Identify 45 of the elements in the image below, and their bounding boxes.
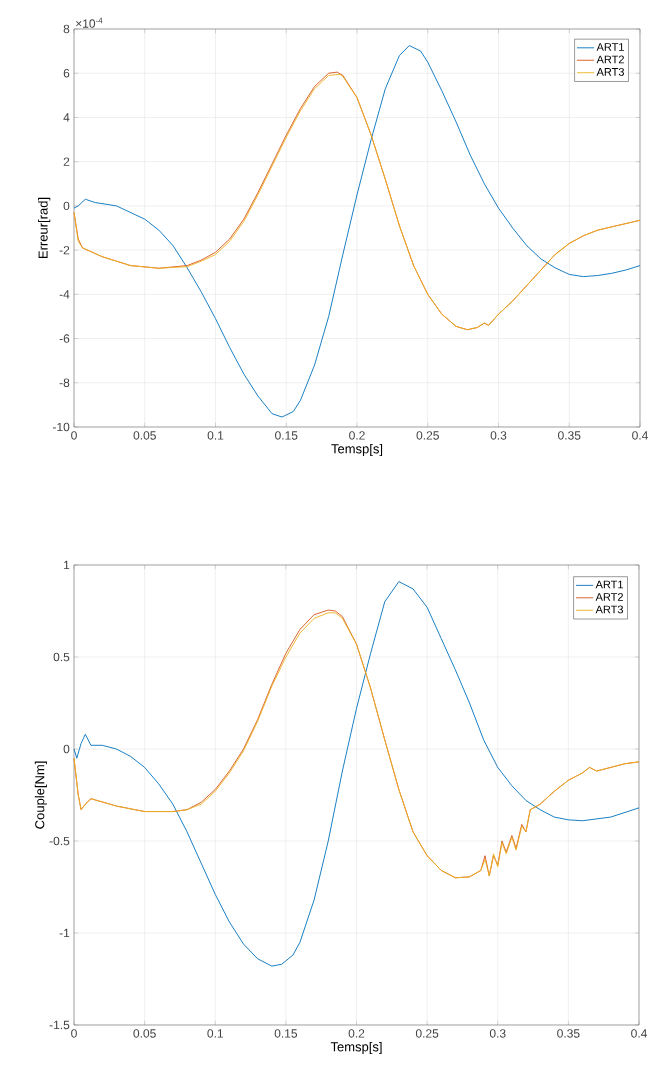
x-tick-label: 0.25 bbox=[415, 1029, 439, 1038]
x-axis-title: Temsp[s] bbox=[331, 443, 382, 457]
text: ×10$^{-4}$ bbox=[75, 17, 103, 28]
y-axis-title: Couple[Nm] bbox=[34, 761, 47, 829]
y-tick-label: -1.5 bbox=[49, 1020, 70, 1030]
x-tick-label: 0.05 bbox=[133, 431, 156, 440]
y-tick-label: 4 bbox=[63, 113, 70, 122]
y-tick-label: -2 bbox=[59, 245, 70, 255]
y-tick-label: -4 bbox=[59, 290, 70, 299]
x-axis-title: Temsp[s] bbox=[330, 1041, 382, 1055]
y-tick-label: -0.5 bbox=[49, 836, 70, 846]
legend-label: ART3 bbox=[596, 68, 624, 76]
x-tick-label: 0.2 bbox=[348, 1029, 365, 1038]
x-tick-label: 0 bbox=[70, 1029, 77, 1038]
legend-label: ART1 bbox=[595, 580, 623, 589]
x-tick-label: 0 bbox=[70, 431, 77, 440]
x-tick-label: 0.4 bbox=[631, 431, 648, 440]
x-tick-label: 0.35 bbox=[557, 431, 581, 440]
y-tick-label: 2 bbox=[63, 157, 70, 166]
legend-label: ART2 bbox=[596, 55, 624, 64]
y-axis-title: Erreur[rad] bbox=[37, 197, 51, 258]
y-tick-label: -8 bbox=[59, 378, 70, 388]
x-tick-label: 0.2 bbox=[348, 431, 365, 440]
x-tick-label: 0.25 bbox=[416, 431, 439, 440]
legend-label: ART1 bbox=[596, 43, 624, 51]
x-tick-label: 0.4 bbox=[630, 1029, 647, 1038]
legend-label: ART3 bbox=[595, 605, 623, 614]
legend-label: ART2 bbox=[595, 593, 623, 601]
y-tick-label: 1 bbox=[63, 560, 70, 570]
x-tick-label: 0.1 bbox=[207, 431, 224, 440]
y-tick-label: -1 bbox=[59, 928, 70, 938]
y-tick-label: -10 bbox=[52, 422, 70, 432]
x-tick-label: 0.35 bbox=[557, 1029, 580, 1038]
y-tick-label: 0 bbox=[63, 201, 70, 211]
x-tick-label: 0.15 bbox=[274, 431, 298, 440]
x-tick-label: 0.05 bbox=[133, 1029, 156, 1038]
y-tick-label: 6 bbox=[63, 68, 70, 78]
x-tick-label: 0.3 bbox=[489, 1029, 506, 1038]
x-tick-label: 0.15 bbox=[274, 1029, 297, 1038]
y-tick-label: 0.5 bbox=[53, 652, 70, 662]
y-tick-label: 8 bbox=[63, 24, 70, 34]
x-tick-label: 0.3 bbox=[490, 431, 507, 440]
x-tick-label: 0.1 bbox=[207, 1029, 223, 1038]
y-tick-label: 0 bbox=[63, 744, 70, 754]
y-tick-label: -6 bbox=[59, 334, 70, 343]
